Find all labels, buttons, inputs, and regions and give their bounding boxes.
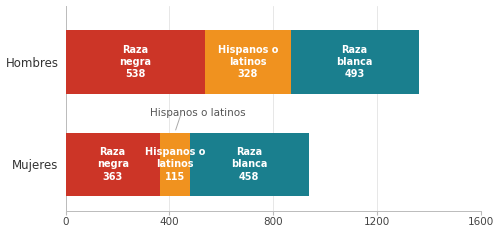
Bar: [66, 30, 205, 94]
Bar: [206, 30, 290, 94]
Text: Raza
blanca
493: Raza blanca 493: [336, 45, 373, 79]
Bar: [190, 133, 309, 196]
Bar: [290, 30, 418, 94]
Text: Hispanos o
latinos
115: Hispanos o latinos 115: [144, 147, 205, 182]
Text: Raza
negra
538: Raza negra 538: [120, 45, 152, 79]
Text: Hispanos o latinos: Hispanos o latinos: [150, 108, 246, 118]
Bar: [66, 133, 160, 196]
Text: Raza
blanca
458: Raza blanca 458: [231, 147, 268, 182]
Text: Hispanos o
latinos
328: Hispanos o latinos 328: [218, 45, 278, 79]
Bar: [160, 133, 190, 196]
Text: Raza
negra
363: Raza negra 363: [96, 147, 128, 182]
